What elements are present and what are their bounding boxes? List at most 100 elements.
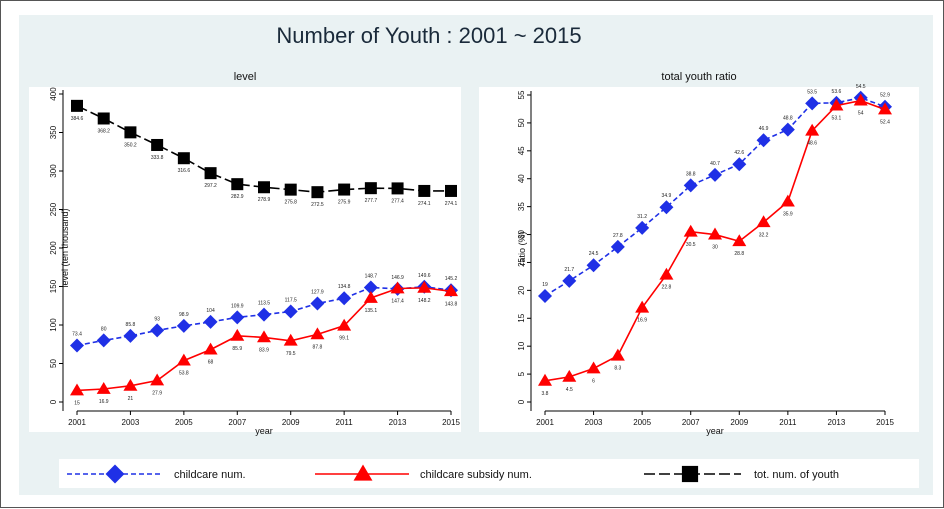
level-point-tot-num-of-youth [445, 184, 457, 197]
level-data-label-childcare-subsidy-num: 85.9 [232, 346, 242, 352]
ratio-point-childcare-subsidy-num [562, 369, 577, 382]
ratio-data-label-childcare-subsidy-num: 52.4 [880, 120, 890, 126]
level-x-tick-label: 2007 [228, 418, 246, 427]
ratio-data-label-childcare-subsidy-num: 4.5 [566, 387, 573, 393]
level-point-childcare-subsidy-num [337, 318, 352, 331]
level-data-label-childcare-subsidy-num: 87.8 [313, 344, 323, 350]
level-y-tick-label: 250 [49, 202, 58, 216]
ratio-panel-bg [479, 87, 919, 432]
level-data-label-tot-num-of-youth: 282.9 [231, 194, 244, 200]
level-y-tick-label: 100 [49, 318, 58, 332]
level-data-label-childcare-subsidy-num: 68 [208, 360, 214, 366]
ratio-point-childcare-subsidy-num [683, 224, 698, 237]
level-x-tick-label: 2011 [336, 418, 354, 427]
ratio-point-childcare-subsidy-num [708, 227, 722, 240]
legend-label-tot-num-of-youth: tot. num. of youth [754, 469, 839, 481]
ratio-data-label-childcare-subsidy-num: 35.9 [783, 212, 793, 218]
ratio-point-childcare-subsidy-num [853, 93, 868, 106]
ratio-point-childcare-num [562, 273, 577, 288]
level-data-label-childcare-subsidy-num: 27.9 [152, 391, 162, 397]
ratio-y-tick-label: 5 [517, 371, 526, 376]
ratio-y-tick-label: 15 [517, 313, 526, 322]
level-y-tick-label: 300 [49, 164, 58, 178]
level-point-tot-num-of-youth [311, 186, 324, 199]
level-point-tot-num-of-youth [204, 167, 217, 180]
level-data-label-tot-num-of-youth: 272.5 [311, 202, 324, 208]
level-y-tick-label: 200 [49, 241, 58, 255]
ratio-point-childcare-num [586, 258, 601, 273]
level-point-childcare-subsidy-num [176, 353, 191, 366]
level-x-tick-label: 2013 [389, 418, 407, 427]
ratio-x-tick-label: 2003 [585, 418, 603, 427]
ratio-data-label-childcare-subsidy-num: 16.9 [637, 318, 647, 324]
ratio-data-label-childcare-subsidy-num: 32.2 [759, 232, 769, 238]
ratio-x-axis-label: year [706, 426, 724, 436]
ratio-point-childcare-num [780, 122, 795, 137]
ratio-y-axis-label: ratio (%) [517, 231, 527, 265]
ratio-x-tick-label: 2013 [828, 418, 846, 427]
level-point-tot-num-of-youth [338, 183, 351, 196]
level-point-childcare-subsidy-num [363, 290, 378, 303]
level-data-label-childcare-num: 73.4 [72, 331, 82, 337]
legend-marker-tot-num-of-youth [681, 465, 699, 483]
level-data-label-childcare-subsidy-num: 53.8 [179, 371, 189, 377]
legend-box [59, 459, 919, 488]
ratio-point-childcare-subsidy-num [586, 361, 601, 374]
level-data-label-tot-num-of-youth: 368.2 [97, 128, 110, 134]
level-data-label-childcare-subsidy-num: 21 [128, 396, 134, 402]
ratio-y-tick-label: 10 [517, 341, 526, 350]
level-data-label-tot-num-of-youth: 274.1 [418, 201, 431, 207]
ratio-point-childcare-num [683, 178, 698, 193]
ratio-data-label-childcare-num: 21.7 [564, 267, 574, 273]
level-point-childcare-num [70, 338, 84, 353]
ratio-data-label-childcare-num: 38.8 [686, 171, 696, 177]
level-data-label-childcare-num: 148.7 [365, 274, 378, 280]
level-data-label-tot-num-of-youth: 275.8 [284, 200, 297, 206]
ratio-point-childcare-num [805, 96, 820, 111]
level-data-label-childcare-num: 85.8 [126, 322, 136, 328]
ratio-data-label-childcare-subsidy-num: 22.8 [662, 285, 672, 291]
level-y-tick-label: 50 [49, 359, 58, 368]
level-panel-bg [29, 87, 461, 432]
level-panel-title: level [234, 71, 257, 83]
level-point-tot-num-of-youth [284, 183, 297, 196]
ratio-x-tick-label: 2015 [876, 418, 894, 427]
level-point-tot-num-of-youth [258, 181, 270, 194]
ratio-data-label-childcare-subsidy-num: 3.8 [542, 391, 549, 397]
level-point-childcare-num [257, 307, 271, 322]
level-point-childcare-subsidy-num [203, 342, 218, 355]
level-data-label-childcare-num: 113.5 [258, 301, 270, 307]
level-data-label-childcare-subsidy-num: 135.1 [365, 308, 378, 314]
ratio-y-tick-label: 35 [517, 202, 526, 211]
level-data-label-childcare-subsidy-num: 79.5 [286, 351, 296, 357]
ratio-data-label-childcare-num: 53.5 [807, 89, 817, 95]
ratio-x-tick-label: 2001 [536, 418, 554, 427]
level-data-label-childcare-subsidy-num: 147.4 [391, 299, 404, 305]
level-data-label-childcare-num: 104 [206, 308, 215, 314]
level-data-label-tot-num-of-youth: 384.6 [71, 116, 84, 122]
ratio-y-tick-label: 55 [517, 90, 526, 99]
level-data-label-tot-num-of-youth: 316.6 [178, 168, 191, 174]
level-point-childcare-num [310, 296, 325, 311]
level-y-axis-label: level (ten thousand) [60, 208, 70, 287]
level-data-label-childcare-num: 134.8 [338, 284, 351, 290]
ratio-y-tick-label: 45 [517, 146, 526, 155]
level-point-childcare-subsidy-num [257, 330, 271, 343]
level-point-tot-num-of-youth [231, 178, 244, 191]
level-point-childcare-subsidy-num [70, 383, 84, 396]
level-x-tick-label: 2001 [68, 418, 86, 427]
ratio-data-label-childcare-subsidy-num: 54 [858, 111, 864, 117]
level-point-tot-num-of-youth [418, 184, 431, 197]
level-point-childcare-subsidy-num [283, 333, 298, 346]
ratio-x-tick-label: 2009 [730, 418, 748, 427]
ratio-data-label-childcare-num: 40.7 [710, 161, 720, 167]
level-data-label-tot-num-of-youth: 274.1 [445, 201, 458, 207]
level-point-childcare-subsidy-num [230, 328, 245, 341]
ratio-y-tick-label: 30 [517, 230, 526, 239]
level-data-label-childcare-subsidy-num: 148.2 [418, 298, 431, 304]
level-data-label-childcare-num: 80 [101, 326, 107, 332]
ratio-point-childcare-subsidy-num [878, 102, 892, 115]
ratio-point-childcare-subsidy-num [805, 123, 820, 136]
